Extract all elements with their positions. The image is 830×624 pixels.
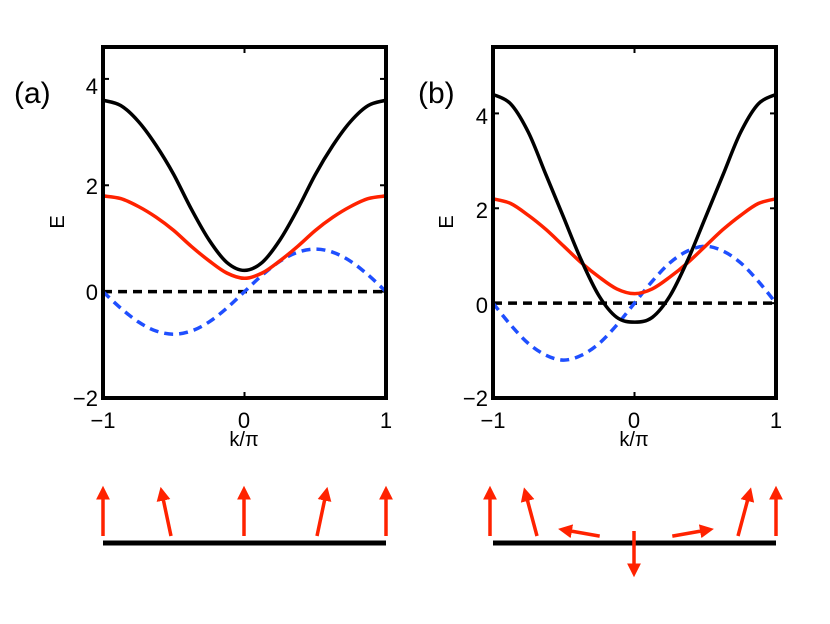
- xtick-label: −1: [480, 408, 505, 433]
- axes-frame-b: [491, 45, 778, 400]
- ytick-label: 0: [476, 293, 488, 318]
- series-line-dashed-blue: [101, 247, 388, 336]
- xtick-label: 0: [628, 408, 640, 433]
- ytick-label: 0: [86, 280, 98, 305]
- xticks-a: −1 0 1: [90, 408, 392, 433]
- series-line-lower-band: [492, 197, 777, 296]
- series-line-upper-band: [102, 98, 387, 273]
- ytick-label: 4: [86, 74, 98, 99]
- xlabel-b: k/π: [619, 429, 648, 451]
- plot-area-b: [491, 47, 778, 399]
- spin-arrows-a: [96, 485, 393, 537]
- ytick-label: 2: [86, 174, 98, 199]
- panel-label-a: (a): [14, 77, 51, 110]
- ylabel-a: E: [47, 215, 69, 228]
- series-line-lower-band: [102, 194, 387, 281]
- panel-label-b: (b): [418, 77, 455, 110]
- panel-b: (b) E k/π −1 0 1 −2 0 2 4: [418, 45, 783, 578]
- spin-arrow: [156, 486, 173, 537]
- spin-arrows-b: [483, 485, 783, 578]
- yticks-b: −2 0 2 4: [463, 104, 488, 411]
- series-line-upper-band: [492, 92, 777, 324]
- xticks-b: −1 0 1: [480, 408, 782, 433]
- ylabel-b: E: [436, 215, 458, 228]
- spin-arrow: [736, 487, 755, 537]
- ytick-label: 2: [476, 198, 488, 223]
- xtick-label: −1: [90, 408, 115, 433]
- spin-arrow: [671, 524, 714, 539]
- ytick-label: −2: [73, 386, 98, 411]
- spin-arrow: [558, 524, 601, 539]
- ytick-label: −2: [463, 386, 488, 411]
- spin-arrow: [520, 487, 539, 537]
- ytick-label: 4: [476, 104, 488, 129]
- series-line-dashed-blue: [491, 244, 778, 362]
- spin-arrow: [315, 486, 332, 537]
- xtick-label: 1: [380, 408, 392, 433]
- xtick-label: 1: [770, 408, 782, 433]
- panel-a: (a) E k/π −1 0 1 −2 0 2 4: [14, 45, 393, 546]
- xtick-label: 0: [238, 408, 250, 433]
- axes-frame-a: [101, 45, 388, 400]
- yticks-a: −2 0 2 4: [73, 74, 98, 411]
- xlabel-a: k/π: [229, 429, 258, 451]
- plot-area-a: [101, 47, 388, 399]
